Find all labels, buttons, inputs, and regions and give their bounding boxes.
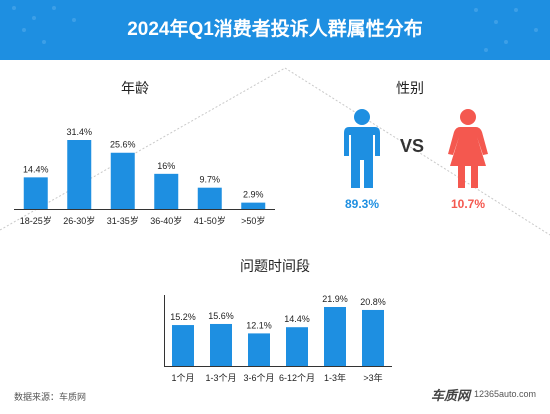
data-source: 数据来源：车质网 <box>14 392 87 402</box>
period-value-label: 12.1% <box>246 320 272 330</box>
period-category-label: 3-6个月 <box>243 373 274 383</box>
period-bar <box>286 327 308 366</box>
age-value-label: 2.9% <box>243 190 264 200</box>
period-value-label: 21.9% <box>322 294 348 304</box>
age-bar <box>154 173 179 209</box>
period-category-label: 1-3年 <box>324 372 346 383</box>
period-bar <box>248 333 270 366</box>
period-category-label: 1个月 <box>171 373 194 383</box>
period-bar <box>210 323 232 366</box>
period-value-label: 14.4% <box>284 314 310 324</box>
period-bar <box>324 307 346 366</box>
age-category-label: 26-30岁 <box>63 215 95 226</box>
period-bar <box>362 309 384 366</box>
period-category-label: 6-12个月 <box>279 373 315 383</box>
age-bar <box>23 177 48 209</box>
period-category-label: 1-3个月 <box>205 373 236 383</box>
age-value-label: 16% <box>157 161 175 171</box>
age-bar <box>67 140 92 209</box>
period-value-label: 15.6% <box>208 311 234 321</box>
vs-label: VS <box>400 136 425 156</box>
period-bar <box>172 325 194 366</box>
period-category-label: >3年 <box>363 372 382 383</box>
age-bar <box>110 152 135 209</box>
age-value-label: 9.7% <box>199 175 220 185</box>
male-person-icon <box>344 109 380 188</box>
gender-panel-title: 性别 <box>396 80 424 96</box>
panel-separators <box>0 67 550 236</box>
period-value-label: 15.2% <box>170 312 196 322</box>
age-category-label: 31-35岁 <box>107 215 139 226</box>
age-value-label: 25.6% <box>110 140 136 150</box>
page-title: 2024年Q1消费者投诉人群属性分布 <box>127 19 423 40</box>
brand-url: 12365auto.com <box>473 389 536 399</box>
age-category-label: 36-40岁 <box>150 215 182 226</box>
brand-name: 车质网 <box>430 387 470 403</box>
female-person-icon <box>448 109 488 188</box>
age-panel-title: 年龄 <box>121 80 149 96</box>
age-bar <box>241 202 266 209</box>
age-category-label: 18-25岁 <box>20 215 52 226</box>
period-panel-title: 问题时间段 <box>240 258 310 274</box>
age-category-label: >50岁 <box>241 215 265 226</box>
age-value-label: 14.4% <box>23 164 49 174</box>
header-pattern <box>12 6 538 52</box>
period-value-label: 20.8% <box>360 297 386 307</box>
age-bar <box>197 187 222 209</box>
female-percentage: 10.7% <box>450 197 486 211</box>
header-banner: 2024年Q1消费者投诉人群属性分布 <box>0 0 550 60</box>
age-category-label: 41-50岁 <box>194 215 226 226</box>
age-value-label: 31.4% <box>66 127 92 137</box>
brand-logo: 车质网 12365auto.com <box>431 384 536 404</box>
male-percentage: 89.3% <box>344 197 380 211</box>
